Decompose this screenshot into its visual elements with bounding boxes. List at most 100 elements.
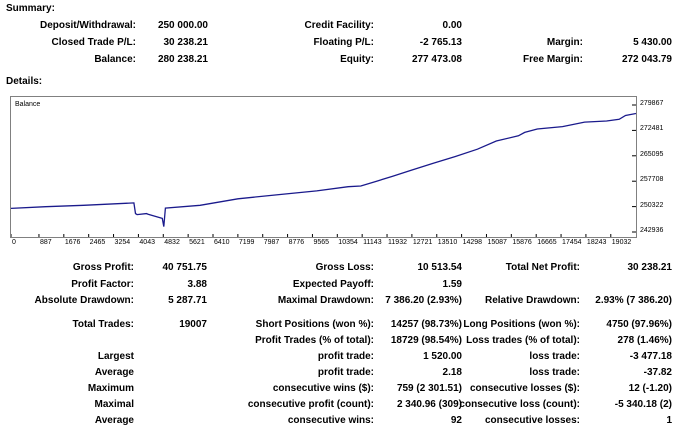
- gross-profit-label: Gross Profit:: [72, 262, 134, 273]
- free-margin-value: 272 043.79: [621, 54, 672, 65]
- maximum-label: Maximum: [87, 383, 134, 394]
- deposit-label: Deposit/Withdrawal:: [39, 20, 136, 31]
- maximal-consecutive-loss-label: consecutive loss (count):: [459, 399, 580, 410]
- total-net-profit-label: Total Net Profit:: [505, 262, 580, 273]
- balance-chart: Balance: [10, 96, 637, 238]
- absolute-drawdown-value: 5 287.71: [168, 295, 207, 306]
- average-consecutive-losses-value: 1: [666, 415, 672, 426]
- x-tick-label: 16665: [537, 239, 557, 246]
- x-tick-label: 3254: [114, 239, 131, 246]
- x-tick-label: 11143: [363, 239, 382, 246]
- y-tick-label: 272481: [640, 125, 664, 133]
- x-tick-label: 17454: [562, 239, 582, 246]
- long-positions-value: 4750 (97.96%): [606, 319, 672, 330]
- y-tick-label: 250322: [640, 201, 664, 209]
- total-trades-label: Total Trades:: [72, 319, 135, 330]
- short-positions-label: Short Positions (won %):: [255, 319, 374, 330]
- x-tick-label: 0: [12, 239, 16, 246]
- max-consecutive-losses-label: consecutive losses ($):: [469, 383, 580, 394]
- largest-profit-trade-label: profit trade:: [317, 351, 374, 362]
- absolute-drawdown-label: Absolute Drawdown:: [34, 295, 134, 306]
- x-tick-label: 15876: [512, 239, 532, 246]
- x-tick-label: 7987: [263, 239, 280, 246]
- maximal-drawdown-label: Maximal Drawdown:: [277, 295, 374, 306]
- average-consecutive-wins-label: consecutive wins:: [287, 415, 374, 426]
- average-profit-trade-value: 2.18: [442, 367, 462, 378]
- margin-label: Margin:: [546, 37, 583, 48]
- maximal-label: Maximal: [94, 399, 134, 410]
- maximal-drawdown-value: 7 386.20 (2.93%): [385, 295, 462, 306]
- floating-pl-label: Floating P/L:: [313, 37, 374, 48]
- relative-drawdown-label: Relative Drawdown:: [484, 295, 580, 306]
- x-tick-label: 13510: [437, 239, 458, 246]
- x-tick-label: 10354: [338, 239, 358, 246]
- average-consecutive-wins-value: 92: [450, 415, 462, 426]
- x-tick-label: 15087: [487, 239, 507, 246]
- x-tick-label: 14298: [462, 239, 483, 246]
- x-tick-label: 7199: [238, 239, 255, 246]
- profit-factor-label: Profit Factor:: [71, 279, 134, 290]
- max-consecutive-wins-label: consecutive wins ($):: [272, 383, 374, 394]
- largest-loss-trade-label: loss trade:: [529, 351, 580, 362]
- x-tick-label: 6410: [214, 239, 230, 246]
- maximal-consecutive-profit-value: 2 340.96 (309): [396, 399, 462, 410]
- x-tick-label: 1676: [64, 239, 81, 246]
- average-loss-trade-value: -37.82: [643, 367, 672, 378]
- y-tick-label: 257708: [640, 176, 664, 184]
- equity-value: 277 473.08: [411, 54, 462, 65]
- credit-facility-value: 0.00: [442, 20, 462, 31]
- deposit-value: 250 000.00: [157, 20, 208, 31]
- average-label: Average: [94, 367, 134, 378]
- balance-series-line: [10, 112, 637, 227]
- long-positions-label: Long Positions (won %):: [463, 319, 580, 330]
- balance-chart-svg: Balance: [10, 101, 637, 237]
- gross-loss-value: 10 513.54: [417, 262, 463, 273]
- balance-value: 280 238.21: [157, 54, 208, 65]
- x-tick-label: 2465: [89, 239, 106, 246]
- credit-facility-label: Credit Facility:: [304, 20, 374, 31]
- total-trades-value: 19007: [179, 319, 207, 330]
- average-loss-trade-label: loss trade:: [529, 367, 580, 378]
- x-tick-label: 19032: [611, 239, 632, 246]
- total-net-profit-value: 30 238.21: [627, 262, 673, 273]
- profit-factor-value: 3.88: [187, 279, 207, 290]
- equity-label: Equity:: [340, 54, 374, 65]
- x-tick-label: 11932: [388, 239, 407, 246]
- details-title: Details:: [6, 76, 43, 87]
- y-axis-labels: 279867 272481 265095 257708 250322 242936: [638, 96, 690, 246]
- largest-loss-trade-value: -3 477.18: [629, 351, 672, 362]
- profit-trades-label: Profit Trades (% of total):: [255, 335, 374, 346]
- expected-payoff-label: Expected Payoff:: [292, 279, 374, 290]
- y-tick-label: 242936: [640, 227, 664, 234]
- x-tick-label: 4043: [139, 239, 155, 246]
- x-tick-label: 8776: [288, 239, 305, 246]
- chart-legend-label: Balance: [15, 101, 40, 108]
- closed-trade-pl-value: 30 238.21: [163, 37, 209, 48]
- average-consecutive-losses-label: consecutive losses:: [484, 415, 580, 426]
- x-tick-label: 9565: [313, 239, 330, 246]
- x-tick-label: 18243: [586, 239, 607, 246]
- margin-value: 5 430.00: [633, 37, 672, 48]
- largest-profit-trade-value: 1 520.00: [423, 351, 462, 362]
- largest-label: Largest: [97, 351, 134, 362]
- expected-payoff-value: 1.59: [442, 279, 462, 290]
- closed-trade-pl-label: Closed Trade P/L:: [51, 37, 136, 48]
- y-tick-label: 265095: [640, 150, 664, 158]
- average-profit-trade-label: profit trade:: [317, 367, 374, 378]
- short-positions-value: 14257 (98.73%): [390, 319, 462, 330]
- balance-label: Balance:: [94, 54, 136, 65]
- relative-drawdown-value: 2.93% (7 386.20): [595, 295, 672, 306]
- gross-profit-value: 40 751.75: [162, 262, 208, 273]
- gross-loss-label: Gross Loss:: [315, 262, 374, 273]
- profit-trades-value: 18729 (98.54%): [390, 335, 462, 346]
- loss-trades-value: 278 (1.46%): [617, 335, 672, 346]
- x-tick-label: 5621: [189, 239, 205, 246]
- x-tick-label: 4832: [164, 239, 180, 246]
- x-tick-label: 887: [39, 239, 52, 246]
- maximal-consecutive-profit-label: consecutive profit (count):: [247, 399, 374, 410]
- loss-trades-label: Loss trades (% of total):: [466, 335, 580, 346]
- summary-title: Summary:: [6, 3, 55, 14]
- maximal-consecutive-loss-value: -5 340.18 (2): [614, 399, 672, 410]
- average-consecutive-label: Average: [94, 415, 134, 426]
- free-margin-label: Free Margin:: [522, 54, 583, 65]
